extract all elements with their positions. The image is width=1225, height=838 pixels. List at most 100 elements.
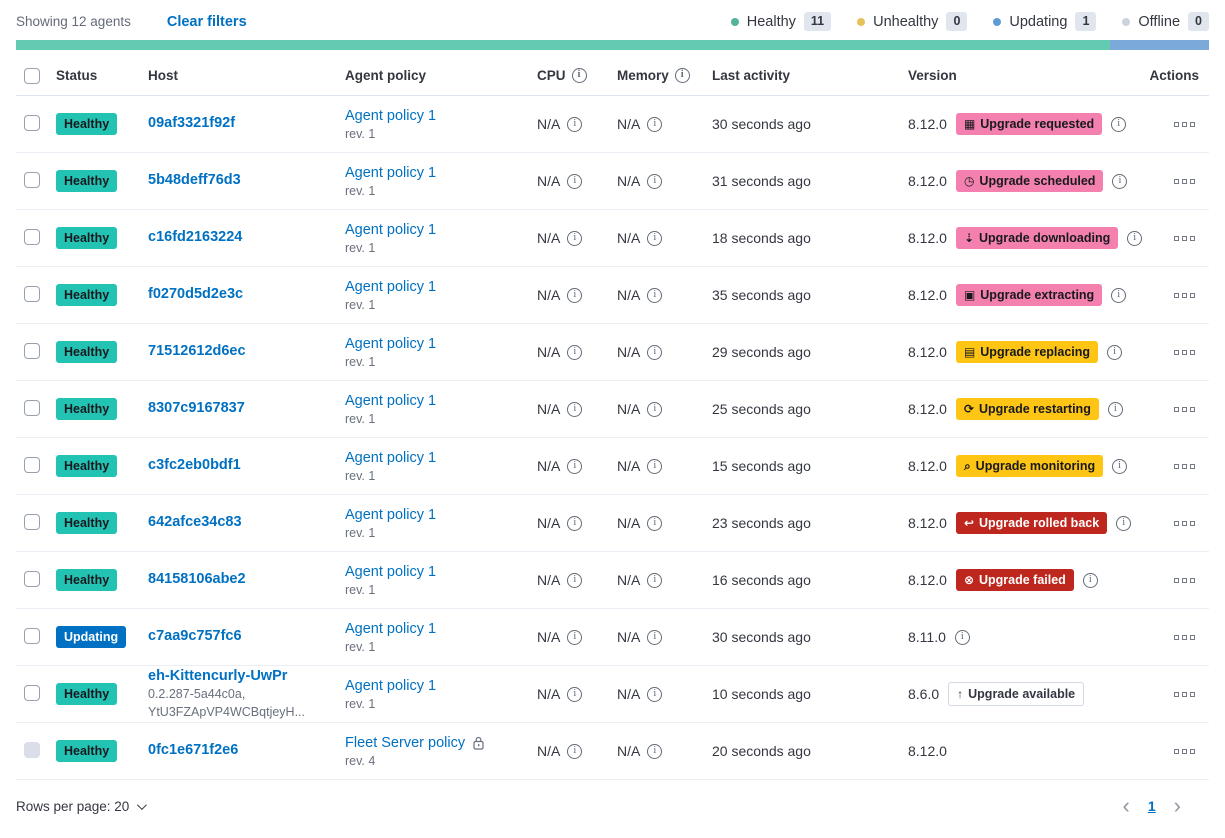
row-checkbox[interactable]	[24, 513, 40, 530]
row-checkbox[interactable]	[24, 627, 40, 644]
info-icon[interactable]: i	[647, 401, 663, 417]
info-icon[interactable]: i	[647, 629, 663, 645]
info-icon[interactable]: i	[1111, 287, 1127, 303]
agent-policy-link[interactable]: Agent policy 1	[345, 620, 437, 637]
info-icon[interactable]: i	[647, 743, 663, 759]
actions-menu-button[interactable]	[1170, 403, 1199, 416]
agent-policy-link[interactable]: Agent policy 1	[345, 107, 437, 124]
legend-count-badge: 11	[803, 12, 832, 31]
host-link[interactable]: 84158106abe2	[148, 571, 246, 588]
select-all-checkbox[interactable]	[24, 67, 40, 84]
info-icon[interactable]: i	[954, 629, 970, 645]
info-icon[interactable]: i	[647, 572, 663, 588]
host-link[interactable]: c7aa9c757fc6	[148, 628, 242, 645]
info-icon[interactable]: i	[567, 230, 583, 246]
refresh-icon: ⟳	[963, 402, 974, 416]
host-link[interactable]: 642afce34c83	[148, 514, 242, 531]
info-icon[interactable]: i	[647, 344, 663, 360]
table-row: Healthy f0270d5d2e3c Agent policy 1 rev.…	[16, 267, 1209, 324]
info-icon[interactable]: i	[647, 173, 663, 189]
info-icon[interactable]: i	[1112, 458, 1128, 474]
actions-menu-button[interactable]	[1170, 289, 1199, 302]
info-icon[interactable]: i	[647, 287, 663, 303]
agent-policy-link[interactable]: Agent policy 1	[345, 506, 437, 523]
clear-filters-button[interactable]: Clear filters	[166, 13, 247, 30]
info-icon[interactable]: i	[1111, 116, 1127, 132]
row-checkbox[interactable]	[24, 456, 40, 473]
next-page-button[interactable]: ›	[1173, 793, 1181, 818]
memory-value: N/A	[617, 572, 641, 588]
actions-menu-button[interactable]	[1170, 631, 1199, 644]
info-icon[interactable]: i	[674, 68, 690, 83]
row-checkbox[interactable]	[24, 399, 40, 416]
agent-policy-link[interactable]: Agent policy 1	[345, 278, 437, 295]
info-icon[interactable]: i	[1082, 572, 1098, 588]
agent-policy-link[interactable]: Agent policy 1	[345, 335, 437, 352]
info-icon[interactable]: i	[567, 173, 583, 189]
row-checkbox[interactable]	[24, 171, 40, 188]
row-checkbox[interactable]	[24, 684, 40, 701]
row-checkbox[interactable]	[24, 114, 40, 131]
info-icon[interactable]: i	[567, 572, 583, 588]
row-checkbox[interactable]	[24, 228, 40, 245]
actions-menu-button[interactable]	[1170, 175, 1199, 188]
rows-per-page-button[interactable]: Rows per page: 20	[16, 799, 148, 814]
info-icon[interactable]: i	[567, 515, 583, 531]
previous-page-button[interactable]: ‹	[1122, 793, 1130, 818]
host-link[interactable]: 5b48deff76d3	[148, 172, 241, 189]
host-link[interactable]: eh-Kittencurly-UwPr	[148, 667, 288, 684]
agent-policy-link[interactable]: Agent policy 1	[345, 164, 437, 181]
status-dot-icon	[993, 17, 1002, 26]
info-icon[interactable]: i	[647, 515, 663, 531]
info-icon[interactable]: i	[567, 287, 583, 303]
info-icon[interactable]: i	[567, 686, 583, 702]
info-icon[interactable]: i	[1112, 173, 1128, 189]
info-icon[interactable]: i	[567, 116, 583, 132]
host-link[interactable]: 0fc1e671f2e6	[148, 742, 239, 759]
info-icon[interactable]: i	[571, 68, 587, 83]
info-icon[interactable]: i	[567, 458, 583, 474]
actions-menu-button[interactable]	[1170, 118, 1199, 131]
info-icon[interactable]: i	[1107, 344, 1123, 360]
info-icon[interactable]: i	[1116, 515, 1132, 531]
host-link[interactable]: 8307c9167837	[148, 400, 245, 417]
info-icon[interactable]: i	[1107, 401, 1123, 417]
agent-policy-link[interactable]: Agent policy 1	[345, 392, 437, 409]
version-value: 8.12.0	[908, 743, 947, 759]
info-icon[interactable]: i	[567, 401, 583, 417]
actions-menu-button[interactable]	[1170, 745, 1199, 758]
info-icon[interactable]: i	[647, 458, 663, 474]
row-checkbox[interactable]	[24, 570, 40, 587]
host-link[interactable]: 71512612d6ec	[148, 343, 246, 360]
info-icon[interactable]: i	[1127, 230, 1143, 246]
actions-menu-button[interactable]	[1170, 574, 1199, 587]
info-icon[interactable]: i	[567, 344, 583, 360]
row-checkbox[interactable]	[24, 285, 40, 302]
info-icon[interactable]: i	[647, 230, 663, 246]
agent-policy-link[interactable]: Agent policy 1	[345, 677, 437, 694]
page-number-button[interactable]: 1	[1147, 798, 1156, 814]
legend-label: Updating	[1009, 13, 1068, 30]
actions-menu-button[interactable]	[1170, 517, 1199, 530]
status-badge: Healthy	[56, 341, 118, 363]
agent-policy-link[interactable]: Agent policy 1	[345, 221, 437, 238]
agent-policy-link[interactable]: Agent policy 1	[345, 449, 437, 466]
agent-policy-link[interactable]: Fleet Server policy	[345, 734, 466, 751]
host-link[interactable]: 09af3321f92f	[148, 115, 236, 132]
info-icon[interactable]: i	[647, 116, 663, 132]
actions-menu-button[interactable]	[1170, 460, 1199, 473]
host-link[interactable]: c16fd2163224	[148, 229, 243, 246]
info-icon[interactable]: i	[647, 686, 663, 702]
host-link[interactable]: f0270d5d2e3c	[148, 286, 244, 303]
version-value: 8.12.0	[908, 287, 947, 303]
info-icon[interactable]: i	[567, 629, 583, 645]
upgrade-status-badge: ▤ Upgrade replacing	[955, 341, 1099, 363]
actions-menu-button[interactable]	[1170, 688, 1199, 701]
actions-menu-button[interactable]	[1170, 232, 1199, 245]
info-icon[interactable]: i	[567, 743, 583, 759]
host-link[interactable]: c3fc2eb0bdf1	[148, 457, 241, 474]
row-checkbox[interactable]	[24, 342, 40, 359]
actions-menu-button[interactable]	[1170, 346, 1199, 359]
agent-policy-link[interactable]: Agent policy 1	[345, 563, 437, 580]
table-row: Healthy 642afce34c83 Agent policy 1 rev.…	[16, 495, 1209, 552]
